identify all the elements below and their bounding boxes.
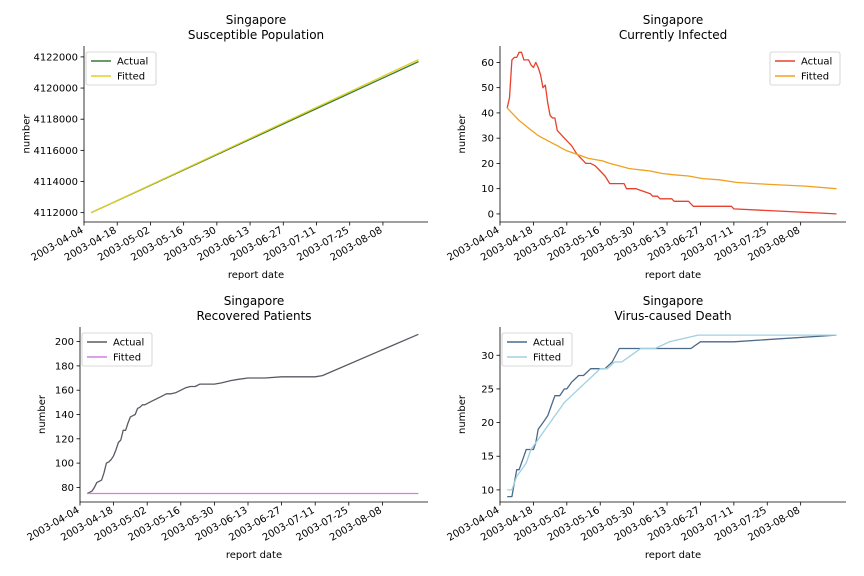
chart-title-line: Singapore [224,294,285,308]
y-tick-label: 80 [61,483,74,494]
chart-title-line: Singapore [226,13,287,27]
y-tick-label: 140 [55,410,74,421]
x-axis-label: report date [226,550,282,561]
y-tick-label: 30 [481,351,494,362]
y-tick-label: 100 [55,459,74,470]
series-line-death-actual [507,334,837,498]
y-tick-label: 10 [481,485,494,496]
series-line-susceptible-fitted [90,59,419,214]
y-tick-label: 160 [55,386,74,397]
y-tick-label: 4116000 [33,146,78,157]
legend: Actual Fitted [81,332,153,367]
y-tick-label: 4114000 [33,177,78,188]
y-tick-label: 4122000 [33,52,78,63]
y-axis-label: number [37,394,48,434]
y-axis-label: number [457,114,468,154]
y-tick-label: 20 [481,159,494,170]
y-tick-label: 25 [481,384,494,395]
y-tick-label: 0 [488,209,494,220]
y-tick-label: 4118000 [33,115,78,126]
series-line-infected-actual [506,51,837,215]
legend-label: Actual [801,57,832,68]
y-tick-label: 40 [481,108,494,119]
legend-label: Actual [117,57,148,68]
y-tick-label: 60 [481,58,494,69]
y-axis-label: number [457,394,468,434]
x-axis-label: report date [228,270,284,281]
legend-label: Fitted [533,353,561,364]
y-tick-label: 20 [481,418,494,429]
y-tick-label: 120 [55,434,74,445]
chart-title-line: Singapore [643,13,704,27]
legend: Actual Fitted [769,51,841,86]
y-tick-label: 4112000 [33,208,78,219]
x-axis-label: report date [645,550,701,561]
legend-label: Fitted [801,72,829,83]
y-tick-label: 200 [55,337,74,348]
x-axis-label: report date [645,270,701,281]
series-line-death-fitted [507,334,837,491]
y-axis-label: number [22,114,33,154]
legend-label: Actual [113,338,144,349]
y-tick-label: 50 [481,83,494,94]
legend-label: Actual [533,338,564,349]
chart-title-line: Virus-caused Death [614,309,731,323]
series-line-infected-fitted [506,107,837,190]
y-tick-label: 180 [55,361,74,372]
y-tick-label: 15 [481,452,494,463]
chart-title-line: Susceptible Population [188,28,324,42]
legend: Actual Fitted [501,332,573,367]
chart-title-line: Singapore [643,294,704,308]
chart-title-line: Recovered Patients [196,309,311,323]
legend-label: Fitted [113,353,141,364]
y-tick-label: 10 [481,184,494,195]
series-line-recovered-actual [86,333,419,495]
y-tick-label: 30 [481,134,494,145]
chart-title-line: Currently Infected [619,28,727,42]
legend: Actual Fitted [85,51,157,86]
y-tick-label: 4120000 [33,84,78,95]
legend-label: Fitted [117,72,145,83]
